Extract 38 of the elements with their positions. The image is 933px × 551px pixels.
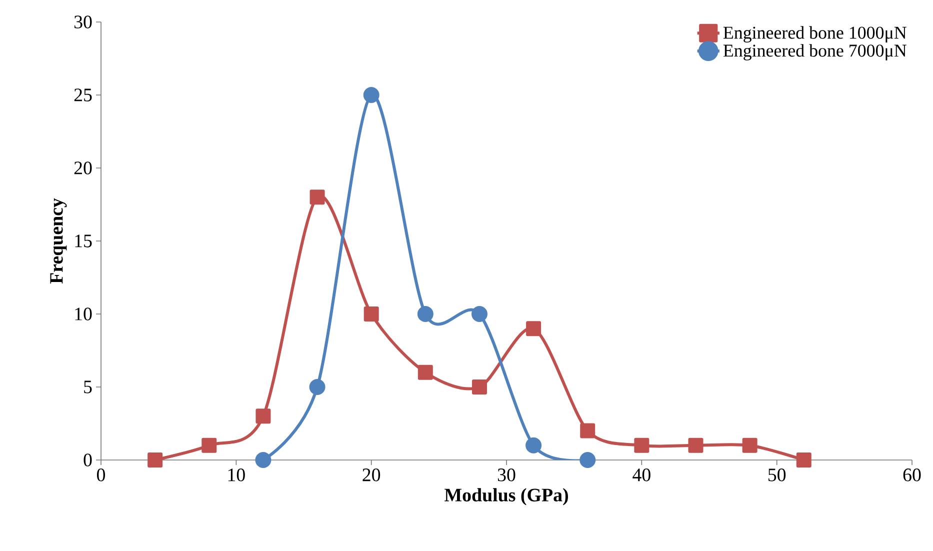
point: [634, 438, 650, 453]
point: [688, 438, 704, 453]
point: [580, 423, 596, 438]
x-tick-label: 20: [362, 468, 380, 482]
x-tick-label: 0: [96, 468, 106, 482]
point: [742, 438, 758, 453]
point: [363, 86, 380, 103]
point: [526, 321, 542, 336]
point: [309, 378, 326, 395]
y-tick-label: 25: [74, 88, 92, 102]
point: [418, 364, 433, 380]
point: [310, 190, 325, 205]
point: [364, 306, 379, 322]
x-tick-label: 50: [768, 468, 786, 482]
point: [526, 437, 542, 454]
x-tick-label: 40: [632, 468, 650, 482]
point: [471, 306, 488, 322]
y-tick-label: 20: [74, 162, 92, 174]
point: [796, 452, 812, 468]
point: [148, 452, 163, 468]
point: [256, 408, 271, 424]
point: [202, 438, 217, 453]
y-tick-label: 30: [74, 16, 92, 28]
x-tick-label: 30: [498, 468, 516, 482]
point: [472, 379, 487, 394]
legend-label: Engineered bone 1000μN: [723, 26, 906, 42]
y-tick-label: 0: [84, 454, 92, 466]
point: [580, 452, 596, 468]
x-axis-title: Modulus (GPa): [444, 488, 568, 506]
point: [255, 452, 272, 468]
y-tick-label: 5: [84, 380, 92, 394]
point: [417, 306, 434, 322]
y-axis-title: Frequency: [50, 198, 67, 284]
y-tick-label: 15: [75, 234, 92, 248]
legend-label: Engineered bone 7000μN: [723, 44, 906, 60]
x-tick-label: 10: [228, 468, 245, 482]
y-tick-label: 10: [75, 308, 92, 320]
x-tick-label: 60: [903, 468, 921, 482]
